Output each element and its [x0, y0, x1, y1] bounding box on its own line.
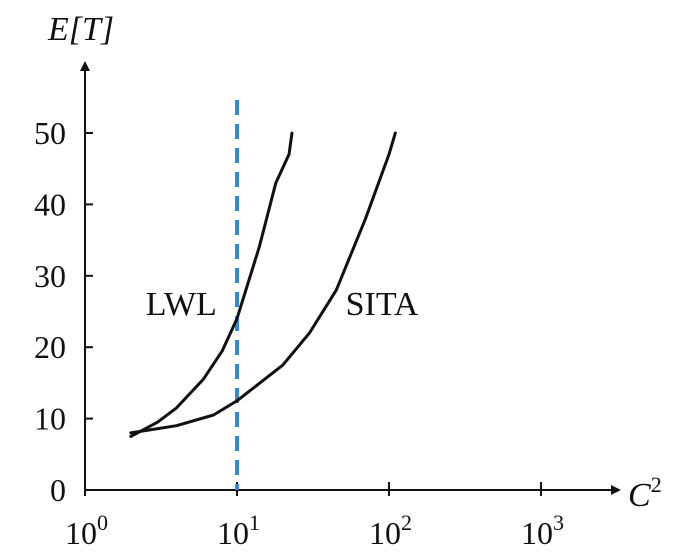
x-tick-label: 103: [521, 510, 564, 551]
y-tick-label: 0: [50, 472, 66, 508]
y-tick-label: 20: [34, 329, 66, 365]
y-tick-label: 40: [34, 186, 66, 222]
series-label-sita: SITA: [346, 286, 419, 323]
x-tick-label-exp: 3: [553, 510, 564, 535]
x-tick-label-exp: 0: [97, 510, 108, 535]
labels-layer: LWL SITA: [146, 286, 419, 323]
y-tick-label: 30: [34, 258, 66, 294]
x-axis-title: C2: [628, 472, 662, 514]
series-line-lwl: [131, 133, 292, 436]
x-tick-label-base: 10: [521, 515, 553, 551]
x-tick-label: 102: [369, 510, 412, 551]
series-line-sita: [131, 133, 396, 433]
y-tick-label: 10: [34, 401, 66, 437]
x-axis-title-base: C: [628, 477, 651, 514]
y-axis-title: E[T]: [47, 11, 114, 48]
x-tick-label-exp: 1: [249, 510, 260, 535]
x-tick-label: 101: [217, 510, 260, 551]
y-tick-label: 50: [34, 115, 66, 151]
x-tick-label-exp: 2: [401, 510, 412, 535]
x-tick-label-base: 10: [65, 515, 97, 551]
x-tick-label-base: 10: [217, 515, 249, 551]
x-tick-label-base: 10: [369, 515, 401, 551]
x-axis-title-sup: 2: [651, 472, 662, 497]
x-tick-label: 100: [65, 510, 108, 551]
series-label-lwl: LWL: [146, 286, 217, 323]
